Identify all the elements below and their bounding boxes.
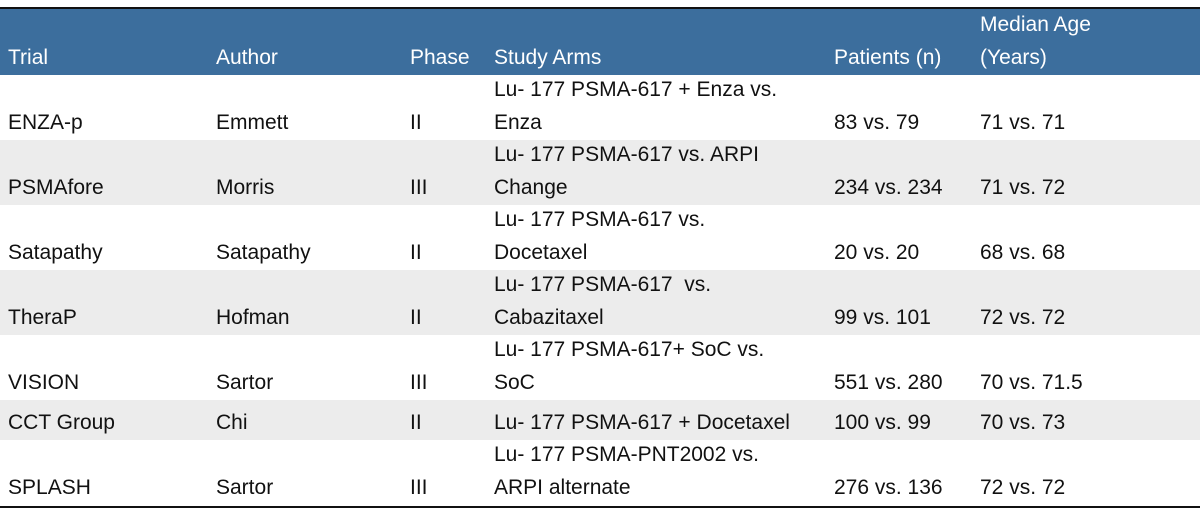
table-cell: SPLASH <box>8 476 91 499</box>
table-cell: II <box>410 306 422 329</box>
table-cell: 68 vs. 68 <box>980 241 1066 264</box>
table-cell: Lu- 177 PSMA-617+ SoC vs. <box>494 338 765 361</box>
table-cell: Emmett <box>216 111 289 134</box>
table-cell: ARPI alternate <box>494 476 631 499</box>
header-cell: Study Arms <box>494 46 602 69</box>
table-cell: 72 vs. 72 <box>980 476 1066 499</box>
table-cell: 20 vs. 20 <box>834 241 920 264</box>
table-cell: Docetaxel <box>494 241 588 264</box>
table-cell: VISION <box>8 371 80 394</box>
header-band <box>0 8 1200 75</box>
top-rule <box>0 7 1200 9</box>
table-cell: PSMAfore <box>8 176 104 199</box>
table-cell: 72 vs. 72 <box>980 306 1066 329</box>
table-cell: II <box>410 111 422 134</box>
table-cell: SoC <box>494 371 535 394</box>
header-cell: Trial <box>8 46 49 69</box>
table-cell: II <box>410 411 422 434</box>
table-cell: 83 vs. 79 <box>834 111 920 134</box>
row-band <box>0 400 1200 440</box>
table-cell: 276 vs. 136 <box>834 476 943 499</box>
table-cell: Chi <box>216 411 248 434</box>
header-cell: Median Age <box>980 13 1091 36</box>
header-cell: Phase <box>410 46 470 69</box>
bottom-rule <box>0 506 1200 508</box>
table-cell: 71 vs. 71 <box>980 111 1066 134</box>
table-cell: Lu- 177 PSMA-617 vs. <box>494 273 712 296</box>
table-cell: CCT Group <box>8 411 115 434</box>
table-cell: Lu- 177 PSMA-617 vs. <box>494 208 706 231</box>
table-cell: III <box>410 371 428 394</box>
table-cell: Satapathy <box>8 241 103 264</box>
table-cell: Morris <box>216 176 275 199</box>
table-cell: Satapathy <box>216 241 311 264</box>
table-cell: 551 vs. 280 <box>834 371 943 394</box>
table-cell: Sartor <box>216 371 274 394</box>
table-cell: TheraP <box>8 306 77 329</box>
table-cell: III <box>410 476 428 499</box>
table-cell: 99 vs. 101 <box>834 306 931 329</box>
table-cell: 100 vs. 99 <box>834 411 931 434</box>
table-cell: Enza <box>494 111 542 134</box>
table-cell: Lu- 177 PSMA-617 + Docetaxel <box>494 411 790 434</box>
table-cell: Change <box>494 176 568 199</box>
table-cell: 71 vs. 72 <box>980 176 1066 199</box>
header-cell: Author <box>216 46 278 69</box>
table-cell: III <box>410 176 428 199</box>
table-cell: Lu- 177 PSMA-617 + Enza vs. <box>494 78 778 101</box>
table-cell: 70 vs. 71.5 <box>980 371 1083 394</box>
table-cell: Lu- 177 PSMA-617 vs. ARPI <box>494 143 759 166</box>
row-band <box>0 270 1200 335</box>
table-cell: 234 vs. 234 <box>834 176 943 199</box>
row-band <box>0 140 1200 205</box>
table-cell: Hofman <box>216 306 290 329</box>
table-cell: Lu- 177 PSMA-PNT2002 vs. <box>494 443 759 466</box>
table-cell: ENZA-p <box>8 111 83 134</box>
table-cell: Sartor <box>216 476 274 499</box>
table-cell: 70 vs. 73 <box>980 411 1066 434</box>
table-cell: Cabazitaxel <box>494 306 604 329</box>
header-cell: (Years) <box>980 46 1047 69</box>
table-cell: II <box>410 241 422 264</box>
header-cell: Patients (n) <box>834 46 942 69</box>
